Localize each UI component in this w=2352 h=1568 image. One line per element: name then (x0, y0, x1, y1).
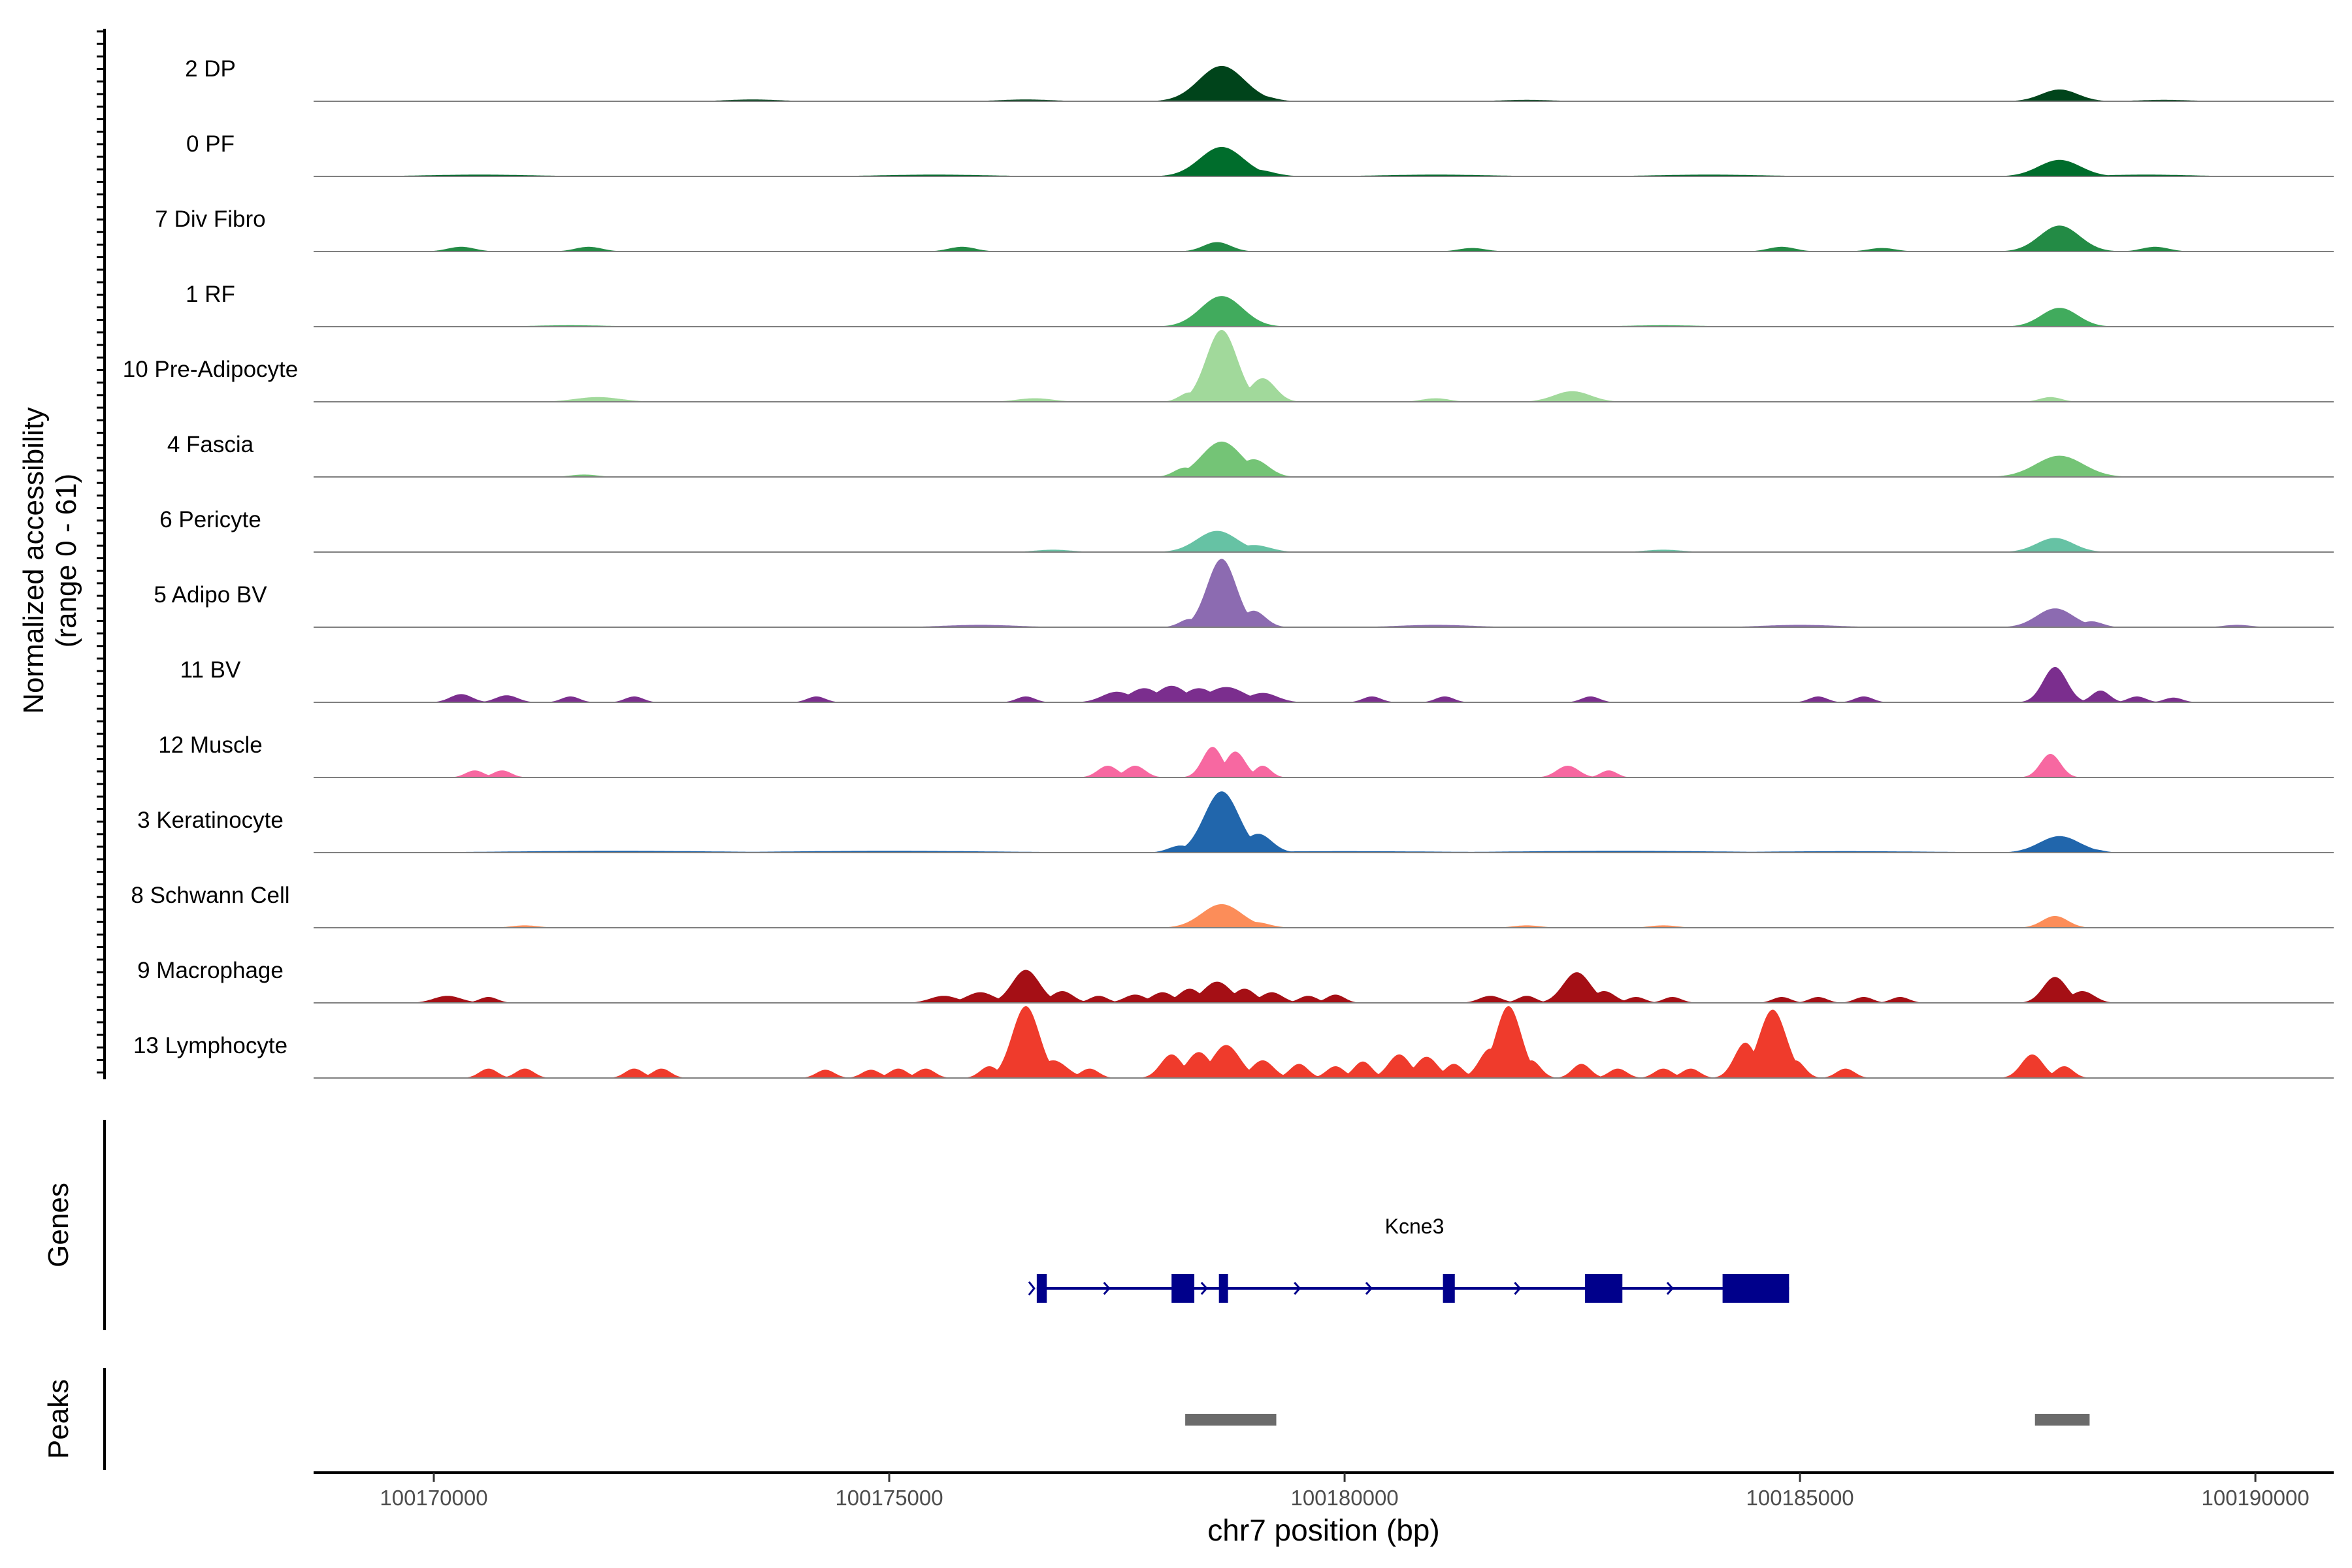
x-axis-tick-label: 100185000 (1746, 1486, 1854, 1510)
y-axis-label-line2: (range 0 - 61) (50, 474, 82, 648)
track-1-rf: 1 RF (186, 282, 2334, 327)
track-9-macrophage: 9 Macrophage (137, 958, 2334, 1004)
track-4-fascia: 4 Fascia (167, 432, 2334, 478)
accessibility-profile (314, 1006, 2334, 1078)
track-label: 12 Muscle (158, 732, 263, 758)
track-label: 2 DP (185, 56, 236, 82)
track-0-pf: 0 PF (186, 131, 2334, 177)
accessibility-profile (314, 330, 2334, 402)
x-axis-tick-label: 100180000 (1290, 1486, 1398, 1510)
track-3-keratinocyte: 3 Keratinocyte (137, 791, 2334, 853)
accessibility-tracks: 2 DP 0 PF 7 Div Fibro 1 RF 10 Pre-Adipocyte 4… (123, 56, 2334, 1079)
gene-exon (1585, 1274, 1623, 1303)
strand-arrow (1200, 1282, 1208, 1295)
track-label: 8 Schwann Cell (131, 883, 289, 908)
track-label: 10 Pre-Adipocyte (123, 357, 298, 382)
strand-arrow (1514, 1282, 1522, 1295)
track-13-lymphocyte: 13 Lymphocyte (133, 1006, 2334, 1079)
gene-exon (1443, 1274, 1455, 1303)
track-label: 5 Adipo BV (154, 582, 267, 608)
track-2-dp: 2 DP (185, 56, 2334, 102)
y-axis-label-line1: Normalized accessibility (18, 407, 50, 713)
gene-exon (1218, 1274, 1228, 1303)
track-8-schwann-cell: 8 Schwann Cell (131, 883, 2334, 928)
strand-arrow (1666, 1282, 1674, 1295)
accessibility-profile (314, 791, 2334, 853)
x-axis-label: chr7 position (bp) (1207, 1513, 1439, 1547)
x-axis-tick-label: 100170000 (380, 1486, 487, 1510)
accessibility-profile (314, 559, 2334, 627)
track-6-pericyte: 6 Pericyte (159, 507, 2334, 553)
gene-exon (1036, 1274, 1047, 1303)
track-7-div-fibro: 7 Div Fibro (155, 206, 2334, 252)
y-axis-minor-ticks (97, 30, 105, 1074)
gene-exon (1722, 1274, 1789, 1303)
track-label: 7 Div Fibro (155, 206, 265, 232)
strand-arrow (1294, 1282, 1301, 1295)
peak-track (1185, 1414, 2090, 1426)
gene-exon (1171, 1274, 1195, 1303)
accessibility-profile (314, 531, 2334, 552)
strand-arrow (1028, 1281, 1036, 1296)
accessibility-profile (314, 441, 2334, 477)
track-label: 3 Keratinocyte (137, 808, 284, 833)
track-label: 0 PF (186, 131, 235, 157)
track-label: 1 RF (186, 282, 235, 307)
accessibility-profile (314, 970, 2334, 1003)
track-label: 6 Pericyte (159, 507, 261, 532)
track-label: 4 Fascia (167, 432, 254, 457)
accessibility-profile (314, 296, 2334, 327)
y-axis-label-group: Normalized accessibility (range 0 - 61) (18, 407, 82, 713)
accessibility-profile (314, 65, 2334, 101)
accessibility-profile (314, 904, 2334, 928)
peak-bar (1185, 1414, 1277, 1426)
peak-bar (2034, 1414, 2090, 1426)
gene-track: Kcne3 (1028, 1215, 1789, 1303)
accessibility-profile (314, 225, 2334, 252)
peaks-track-label: Peaks (42, 1379, 74, 1459)
x-axis-tick-label: 100190000 (2202, 1486, 2310, 1510)
strand-arrow (1103, 1282, 1111, 1295)
track-10-pre-adipocyte: 10 Pre-Adipocyte (123, 330, 2334, 402)
strand-arrow (1365, 1282, 1373, 1295)
x-axis-tick-label: 100175000 (835, 1486, 943, 1510)
accessibility-profile (314, 666, 2334, 702)
track-11-bv: 11 BV (180, 657, 2334, 703)
accessibility-profile (314, 146, 2334, 176)
track-label: 13 Lymphocyte (133, 1033, 287, 1058)
x-axis: 100170000 100175000 100180000 100185000 1001… (314, 1471, 2334, 1510)
track-5-adipo-bv: 5 Adipo BV (154, 559, 2334, 628)
track-label: 11 BV (180, 657, 241, 683)
track-12-muscle: 12 Muscle (158, 732, 2334, 778)
gene-name-label: Kcne3 (1385, 1215, 1445, 1238)
accessibility-profile (314, 747, 2334, 777)
genes-track-label: Genes (42, 1183, 74, 1267)
track-label: 9 Macrophage (137, 958, 284, 983)
